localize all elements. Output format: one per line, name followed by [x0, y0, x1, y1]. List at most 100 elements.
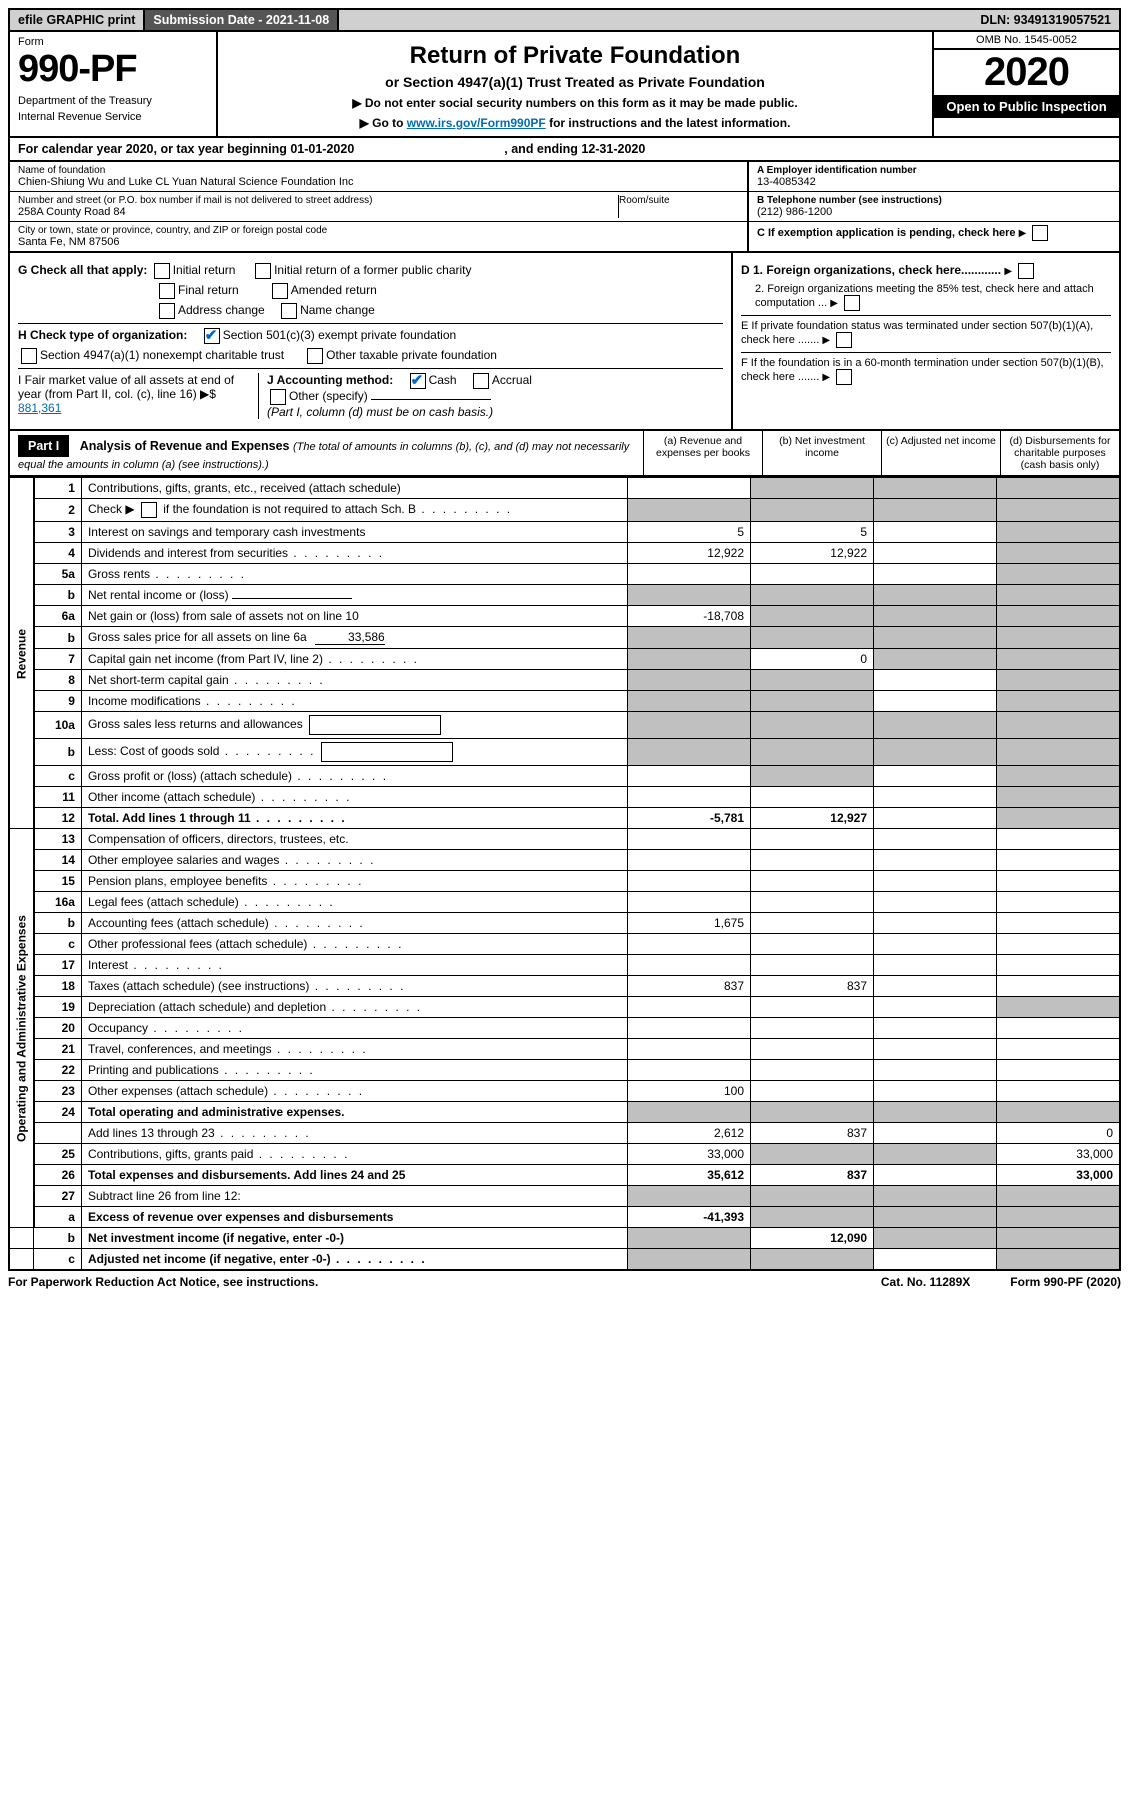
form-subtitle: or Section 4947(a)(1) Trust Treated as P…	[238, 74, 912, 90]
expenses-label: Operating and Administrative Expenses	[9, 829, 34, 1228]
ein-label: A Employer identification number	[757, 165, 1111, 176]
accrual-checkbox[interactable]	[473, 373, 489, 389]
city-label: City or town, state or province, country…	[18, 225, 739, 236]
form-title: Return of Private Foundation	[238, 42, 912, 70]
identification-block: Name of foundation Chien-Shiung Wu and L…	[8, 162, 1121, 253]
line22-desc: Printing and publications	[81, 1060, 627, 1081]
part1-header: Part I Analysis of Revenue and Expenses …	[8, 431, 1121, 477]
line26-desc: Total expenses and disbursements. Add li…	[81, 1165, 627, 1186]
address-change-checkbox[interactable]	[159, 303, 175, 319]
part1-title: Analysis of Revenue and Expenses	[80, 439, 290, 453]
501c3-checkbox[interactable]	[204, 328, 220, 344]
name-change-checkbox[interactable]	[281, 303, 297, 319]
line27b-b: 12,090	[751, 1228, 874, 1249]
c-pending-checkbox[interactable]	[1032, 225, 1048, 241]
line27a-desc: Excess of revenue over expenses and disb…	[81, 1207, 627, 1228]
section-d2: 2. Foreign organizations meeting the 85%…	[741, 283, 1111, 311]
c-pending-label: C If exemption application is pending, c…	[757, 227, 1016, 239]
line17-desc: Interest	[81, 955, 627, 976]
line7-desc: Capital gain net income (from Part IV, l…	[81, 649, 627, 670]
line24-a: 2,612	[628, 1123, 751, 1144]
footer-row: For Paperwork Reduction Act Notice, see …	[8, 1275, 1121, 1289]
line16c-desc: Other professional fees (attach schedule…	[81, 934, 627, 955]
line25-d: 33,000	[997, 1144, 1121, 1165]
tel-label: B Telephone number (see instructions)	[757, 195, 1111, 206]
line16b-a: 1,675	[628, 913, 751, 934]
line12-a: -5,781	[628, 808, 751, 829]
line24b-desc: Add lines 13 through 23	[81, 1123, 627, 1144]
col-a-header: (a) Revenue and expenses per books	[643, 431, 762, 475]
foundation-name: Chien-Shiung Wu and Luke CL Yuan Natural…	[18, 176, 739, 188]
form-number: 990-PF	[18, 48, 208, 91]
line13-desc: Compensation of officers, directors, tru…	[81, 829, 627, 850]
initial-return-checkbox[interactable]	[154, 263, 170, 279]
line12-b: 12,927	[751, 808, 874, 829]
line10c-desc: Gross profit or (loss) (attach schedule)	[81, 766, 627, 787]
section-e: E If private foundation status was termi…	[741, 315, 1111, 348]
section-h: H Check type of organization: Section 50…	[18, 323, 723, 344]
tel-value: (212) 986-1200	[757, 206, 1111, 218]
line16a-desc: Legal fees (attach schedule)	[81, 892, 627, 913]
open-public-badge: Open to Public Inspection	[934, 95, 1119, 118]
line24-d: 0	[997, 1123, 1121, 1144]
line6a-a: -18,708	[628, 606, 751, 627]
col-c-header: (c) Adjusted net income	[881, 431, 1000, 475]
line10b-desc: Less: Cost of goods sold	[81, 739, 627, 766]
line18-b: 837	[751, 976, 874, 997]
line11-desc: Other income (attach schedule)	[81, 787, 627, 808]
line26-d: 33,000	[997, 1165, 1121, 1186]
col-d-header: (d) Disbursements for charitable purpose…	[1000, 431, 1119, 475]
section-g: G Check all that apply: Initial return I…	[18, 263, 723, 279]
check-grid: G Check all that apply: Initial return I…	[8, 253, 1121, 431]
section-i: I Fair market value of all assets at end…	[18, 373, 258, 419]
f-checkbox[interactable]	[836, 369, 852, 385]
line10a-desc: Gross sales less returns and allowances	[81, 712, 627, 739]
line5a-desc: Gross rents	[81, 564, 627, 585]
4947-checkbox[interactable]	[21, 348, 37, 364]
cash-checkbox[interactable]	[410, 373, 426, 389]
d2-checkbox[interactable]	[844, 295, 860, 311]
initial-former-pc-checkbox[interactable]	[255, 263, 271, 279]
ssn-warning: ▶ Do not enter social security numbers o…	[238, 96, 912, 110]
line6b-desc: Gross sales price for all assets on line…	[81, 627, 627, 649]
line3-desc: Interest on savings and temporary cash i…	[81, 522, 627, 543]
line9-desc: Income modifications	[81, 691, 627, 712]
line6a-desc: Net gain or (loss) from sale of assets n…	[81, 606, 627, 627]
schb-checkbox[interactable]	[141, 502, 157, 518]
paperwork-notice: For Paperwork Reduction Act Notice, see …	[8, 1275, 881, 1289]
col-b-header: (b) Net investment income	[762, 431, 881, 475]
section-j: J Accounting method: Cash Accrual Other …	[258, 373, 723, 419]
form-header: Form 990-PF Department of the Treasury I…	[8, 32, 1121, 138]
line23-a: 100	[628, 1081, 751, 1102]
line8-desc: Net short-term capital gain	[81, 670, 627, 691]
cat-no: Cat. No. 11289X	[881, 1275, 970, 1289]
line5b-desc: Net rental income or (loss)	[81, 585, 627, 606]
line2-desc: Check ▶ if the foundation is not require…	[81, 499, 627, 522]
line4-desc: Dividends and interest from securities	[81, 543, 627, 564]
line15-desc: Pension plans, employee benefits	[81, 871, 627, 892]
section-f: F If the foundation is in a 60-month ter…	[741, 352, 1111, 385]
efile-header-bar: efile GRAPHIC print Submission Date - 20…	[8, 8, 1121, 32]
final-return-checkbox[interactable]	[159, 283, 175, 299]
other-taxable-checkbox[interactable]	[307, 348, 323, 364]
line7-b: 0	[751, 649, 874, 670]
d1-checkbox[interactable]	[1018, 263, 1034, 279]
e-checkbox[interactable]	[836, 332, 852, 348]
tax-year: 2020	[934, 50, 1119, 95]
name-label: Name of foundation	[18, 165, 739, 176]
amended-return-checkbox[interactable]	[272, 283, 288, 299]
part1-label: Part I	[18, 435, 69, 457]
calendar-year-row: For calendar year 2020, or tax year begi…	[8, 138, 1121, 162]
form990pf-link[interactable]: www.irs.gov/Form990PF	[407, 116, 546, 130]
line18-desc: Taxes (attach schedule) (see instruction…	[81, 976, 627, 997]
street-address: 258A County Road 84	[18, 206, 618, 218]
line27c-desc: Adjusted net income (if negative, enter …	[81, 1249, 627, 1271]
line16b-desc: Accounting fees (attach schedule)	[81, 913, 627, 934]
line27-desc: Subtract line 26 from line 12:	[81, 1186, 627, 1207]
other-method-checkbox[interactable]	[270, 389, 286, 405]
line26-b: 837	[751, 1165, 874, 1186]
addr-label: Number and street (or P.O. box number if…	[18, 195, 618, 206]
line4-a: 12,922	[628, 543, 751, 564]
goto-instructions: ▶ Go to www.irs.gov/Form990PF for instru…	[238, 116, 912, 130]
room-label: Room/suite	[619, 195, 739, 206]
